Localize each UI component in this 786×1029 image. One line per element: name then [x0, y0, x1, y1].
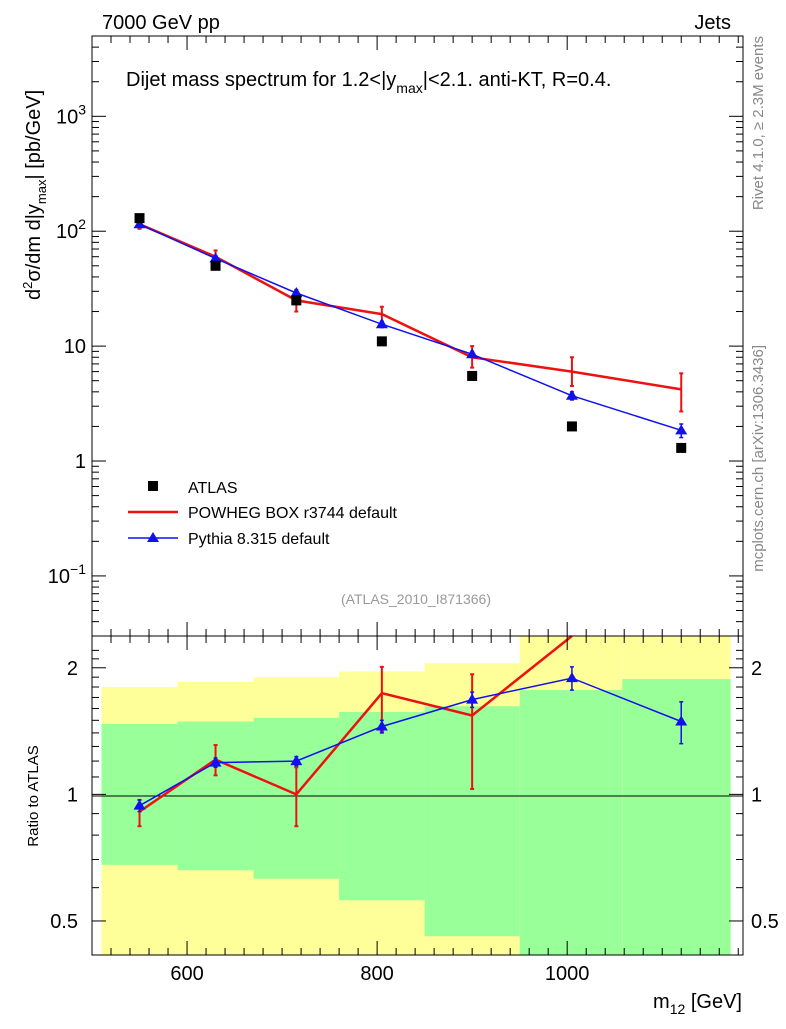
ratio-pythia-point: [675, 715, 688, 726]
powheg-line: [139, 223, 682, 391]
main-y-axis-label: d2σ/dm d|ymax| [pb/GeV]: [20, 90, 49, 300]
atlas-point: [467, 370, 478, 381]
ratio-band-green: [339, 711, 425, 901]
x-label-tail: [GeV]: [685, 991, 742, 1013]
pythia-point: [133, 218, 146, 229]
ratio-pythia-point: [290, 755, 303, 766]
ratio-band-green: [519, 690, 623, 955]
title-subscript: max: [396, 80, 422, 96]
legend-powheg-label: POWHEG BOX r3744 default: [188, 505, 398, 522]
legend-pythia-label: Pythia 8.315 default: [188, 531, 330, 548]
x-tick-label: 600: [170, 963, 203, 985]
ratio-panel: [133, 635, 688, 828]
pythia-point: [209, 252, 222, 263]
ratio-y-tick-label: 1: [67, 784, 78, 806]
ratio-panel-frame: 600 800 1000 0.5 0.5 1 1 2 2: [50, 635, 779, 985]
ratio-band-green: [622, 679, 731, 955]
pythia-point: [466, 348, 479, 359]
pythia-point: [290, 286, 303, 297]
ratio-pythia-point: [466, 693, 479, 704]
atlas-point: [566, 421, 577, 432]
main-y-tick-label: 10: [64, 336, 86, 358]
header-energy: 7000 GeV pp: [102, 12, 220, 34]
pythia-point: [565, 389, 578, 400]
atlas-point: [376, 336, 387, 347]
main-y-tick-label: 103: [56, 101, 86, 128]
legend: ATLAS POWHEG BOX r3744 default Pythia 8.…: [128, 480, 398, 548]
ratio-y-tick-label: 2: [67, 658, 78, 680]
x-tick-label: 1000: [545, 963, 590, 985]
title-tail: |<2.1. anti-KT, R=0.4.: [423, 69, 612, 91]
mcplots-label: mcplots.cern.ch [arXiv:1306.3436]: [750, 345, 767, 572]
title-main: Dijet mass spectrum for 1.2<|y: [126, 69, 396, 91]
main-panel-frame: 10−1 1 10 102 103: [48, 35, 744, 637]
atlas-point: [134, 213, 145, 224]
x-label-main: m: [653, 991, 670, 1013]
legend-atlas-marker: [148, 481, 158, 491]
main-title: Dijet mass spectrum for 1.2<|ymax|<2.1. …: [126, 69, 611, 96]
legend-atlas-label: ATLAS: [188, 480, 238, 497]
rivet-version-label: Rivet 4.1.0, ≥ 2.3M events: [750, 36, 767, 210]
ratio-y-tick-label-right: 1: [751, 784, 762, 806]
ratio-y-tick-label-right: 2: [751, 658, 762, 680]
atlas-point: [676, 442, 687, 453]
main-y-tick-label: 10−1: [48, 561, 86, 588]
ratio-y-tick-label-right: 0.5: [751, 911, 779, 933]
main-y-tick-label: 102: [56, 216, 86, 243]
analysis-id: (ATLAS_2010_I871366): [341, 591, 491, 607]
ratio-y-tick-label: 0.5: [50, 911, 78, 933]
pythia-point: [675, 424, 688, 435]
svg-text:d2σ/dm d|ymax| [pb/GeV]: d2σ/dm d|ymax| [pb/GeV]: [20, 90, 49, 300]
ratio-pythia-point: [209, 756, 222, 767]
ratio-pythia-point: [133, 799, 146, 810]
atlas-point: [210, 260, 221, 271]
main-panel: [133, 213, 688, 453]
ratio-pythia-point: [565, 672, 578, 683]
legend-pythia-marker: [147, 532, 159, 542]
ratio-pythia-point: [375, 720, 388, 731]
atlas-point: [291, 295, 302, 306]
x-label-subscript: 12: [670, 1001, 686, 1017]
main-y-tick-label: 1: [75, 451, 86, 473]
x-tick-label: 800: [360, 963, 393, 985]
x-axis-label: m12 [GeV]: [653, 991, 742, 1017]
ratio-y-axis-label: Ratio to ATLAS: [25, 745, 42, 846]
header-process: Jets: [694, 12, 731, 34]
ratio-uncertainty-bands: [101, 636, 731, 955]
pythia-point: [375, 318, 388, 329]
